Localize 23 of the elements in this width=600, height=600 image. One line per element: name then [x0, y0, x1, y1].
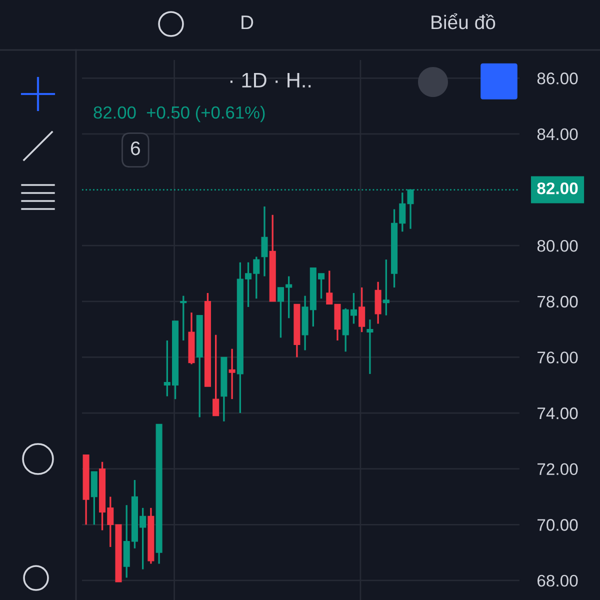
candlestick — [358, 286, 366, 333]
candlestick — [212, 334, 220, 417]
candlestick — [366, 318, 374, 375]
candlestick — [374, 281, 382, 325]
y-tick-label: 84.00 — [537, 128, 578, 140]
candlestick — [180, 294, 187, 342]
y-tick-label: 78.00 — [538, 296, 578, 308]
ref-line-label: 82.00 — [537, 182, 578, 194]
y-tick-label: 80.00 — [537, 240, 578, 252]
candlestick — [261, 206, 268, 278]
y-tick-label: 74.00 — [538, 407, 578, 420]
text: Biểu đồ — [432, 13, 496, 30]
candlestick — [382, 258, 390, 316]
annotation: 6 — [130, 141, 140, 156]
annotation: 82.00 +0.50 (+0.61%) — [94, 106, 265, 122]
y-tick-label: 86.00 — [537, 72, 578, 84]
candlestick — [228, 348, 236, 400]
y-tick-label: 70.00 — [538, 519, 578, 531]
text: D — [242, 16, 254, 30]
y-tick-label: 76.00 — [538, 352, 578, 364]
y-tick-label: 72.00 — [538, 463, 578, 476]
chart-title: · 1D · H.. — [230, 73, 311, 88]
y-tick-label: 68.00 — [538, 574, 578, 587]
